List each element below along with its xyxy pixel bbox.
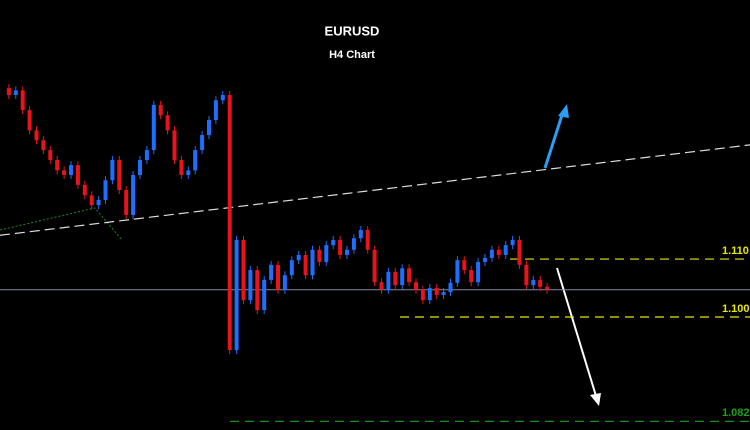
blue-arrow <box>543 104 569 169</box>
candle-body <box>117 159 122 191</box>
chart-title: EURUSD <box>325 23 380 38</box>
candle-body <box>34 130 39 141</box>
candle-body <box>41 140 46 151</box>
candle-body <box>172 130 177 160</box>
candle-body <box>48 150 53 160</box>
candle-body <box>62 170 67 176</box>
candle-body <box>220 95 225 101</box>
candle-body <box>110 159 115 181</box>
candle-body <box>144 150 149 160</box>
candle-body <box>69 165 73 176</box>
candle-body <box>496 249 501 255</box>
level-label: 1.100 <box>722 303 750 315</box>
candle-body <box>96 199 101 206</box>
candle-body <box>75 165 80 185</box>
candle-body <box>324 245 329 262</box>
candle-body <box>331 239 336 246</box>
candle-body <box>151 104 156 151</box>
candle-body <box>365 230 370 250</box>
candle-body <box>131 175 136 215</box>
candle-body <box>469 270 474 283</box>
candle-body <box>13 90 18 96</box>
candle-body <box>455 260 460 283</box>
candle-body <box>414 282 418 290</box>
candle-body <box>510 239 515 246</box>
candle-body <box>407 268 412 283</box>
level-label: 1.110 <box>722 245 749 257</box>
candle-body <box>241 239 246 301</box>
candle-body <box>282 275 287 290</box>
candle-body <box>20 90 25 111</box>
candle-body <box>165 115 170 131</box>
candle-body <box>310 249 315 276</box>
candle-body <box>420 289 425 301</box>
candle-body <box>269 264 274 280</box>
candle-body <box>372 249 377 283</box>
candle-body <box>55 159 60 171</box>
candle-body <box>462 260 467 271</box>
candle-body <box>262 279 267 311</box>
candle-body <box>89 195 94 206</box>
candle-body <box>296 254 301 261</box>
candle-body <box>82 184 87 196</box>
candle-body <box>303 254 308 276</box>
candle-body <box>6 88 11 96</box>
candle-body <box>545 286 550 290</box>
candle-body <box>427 288 432 301</box>
candle-body <box>234 239 239 351</box>
level-label: 1.082 <box>722 407 750 419</box>
candle-body <box>193 150 198 171</box>
candle-body <box>434 288 439 295</box>
candle-body <box>448 282 453 293</box>
candle-body <box>227 95 232 351</box>
candle-body <box>179 159 184 176</box>
candle-body <box>213 100 218 120</box>
white-arrow <box>556 267 601 406</box>
candle-body <box>103 180 108 200</box>
chart-subtitle: H4 Chart <box>329 49 375 61</box>
candle-body <box>441 292 446 295</box>
candle-body <box>524 264 529 286</box>
candle-body <box>248 270 253 301</box>
candle-body <box>483 257 487 262</box>
candle-body <box>517 239 522 265</box>
candle-body <box>138 159 142 176</box>
candle-body <box>503 245 508 255</box>
candle-body <box>289 260 294 276</box>
candle-body <box>158 104 163 116</box>
candle-body <box>317 249 322 262</box>
candle-body <box>124 190 129 215</box>
candle-body <box>276 264 280 290</box>
candle-body <box>400 268 405 286</box>
candle-body <box>531 279 536 286</box>
candle-body <box>351 238 356 250</box>
candle-body <box>345 249 349 255</box>
candle-body <box>489 249 494 258</box>
candle-body <box>338 239 343 255</box>
trendline <box>0 144 750 236</box>
candle-body <box>386 271 391 290</box>
candle-body <box>27 110 32 131</box>
candle-body <box>379 282 384 290</box>
candle-body <box>358 230 363 239</box>
candle-body <box>476 261 481 283</box>
candle-body <box>255 270 260 311</box>
helper-line <box>0 207 123 241</box>
candle-body <box>393 271 398 286</box>
candle-body <box>200 135 205 151</box>
candle-body <box>186 170 191 176</box>
candle-body <box>207 119 211 136</box>
candle-body <box>538 279 543 287</box>
